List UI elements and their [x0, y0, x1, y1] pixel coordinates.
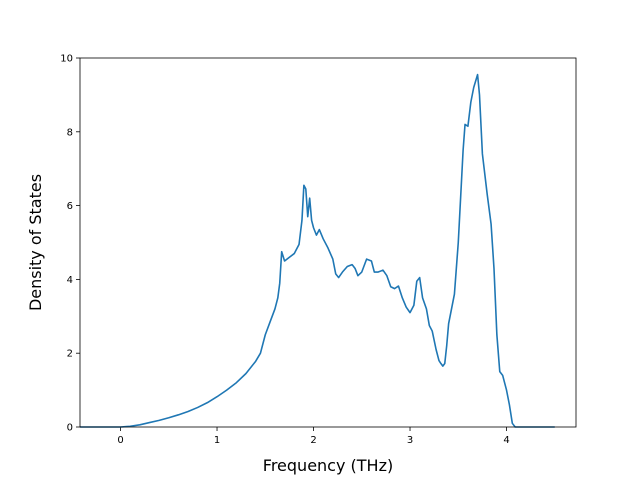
- x-tick-label: 2: [310, 435, 316, 446]
- x-axis-label: Frequency (THz): [263, 456, 393, 475]
- dos-series-line: [80, 73, 555, 428]
- x-tick-label: 3: [407, 435, 413, 446]
- x-tick-label: 0: [117, 435, 123, 446]
- x-tick-label: 4: [503, 435, 509, 446]
- y-ticks: 0 2 4 6 8 10: [60, 54, 80, 434]
- y-tick-label: 2: [67, 349, 73, 360]
- x-ticks: 0 1 2 3 4: [117, 427, 510, 446]
- y-tick-label: 10: [60, 54, 73, 65]
- x-tick-label: 1: [214, 435, 220, 446]
- plot-frame: [79, 57, 577, 428]
- y-axis-label: Density of States: [26, 174, 45, 311]
- y-tick-label: 0: [67, 423, 73, 434]
- y-tick-label: 8: [67, 127, 73, 138]
- y-tick-label: 6: [67, 201, 73, 212]
- y-tick-label: 4: [67, 275, 73, 286]
